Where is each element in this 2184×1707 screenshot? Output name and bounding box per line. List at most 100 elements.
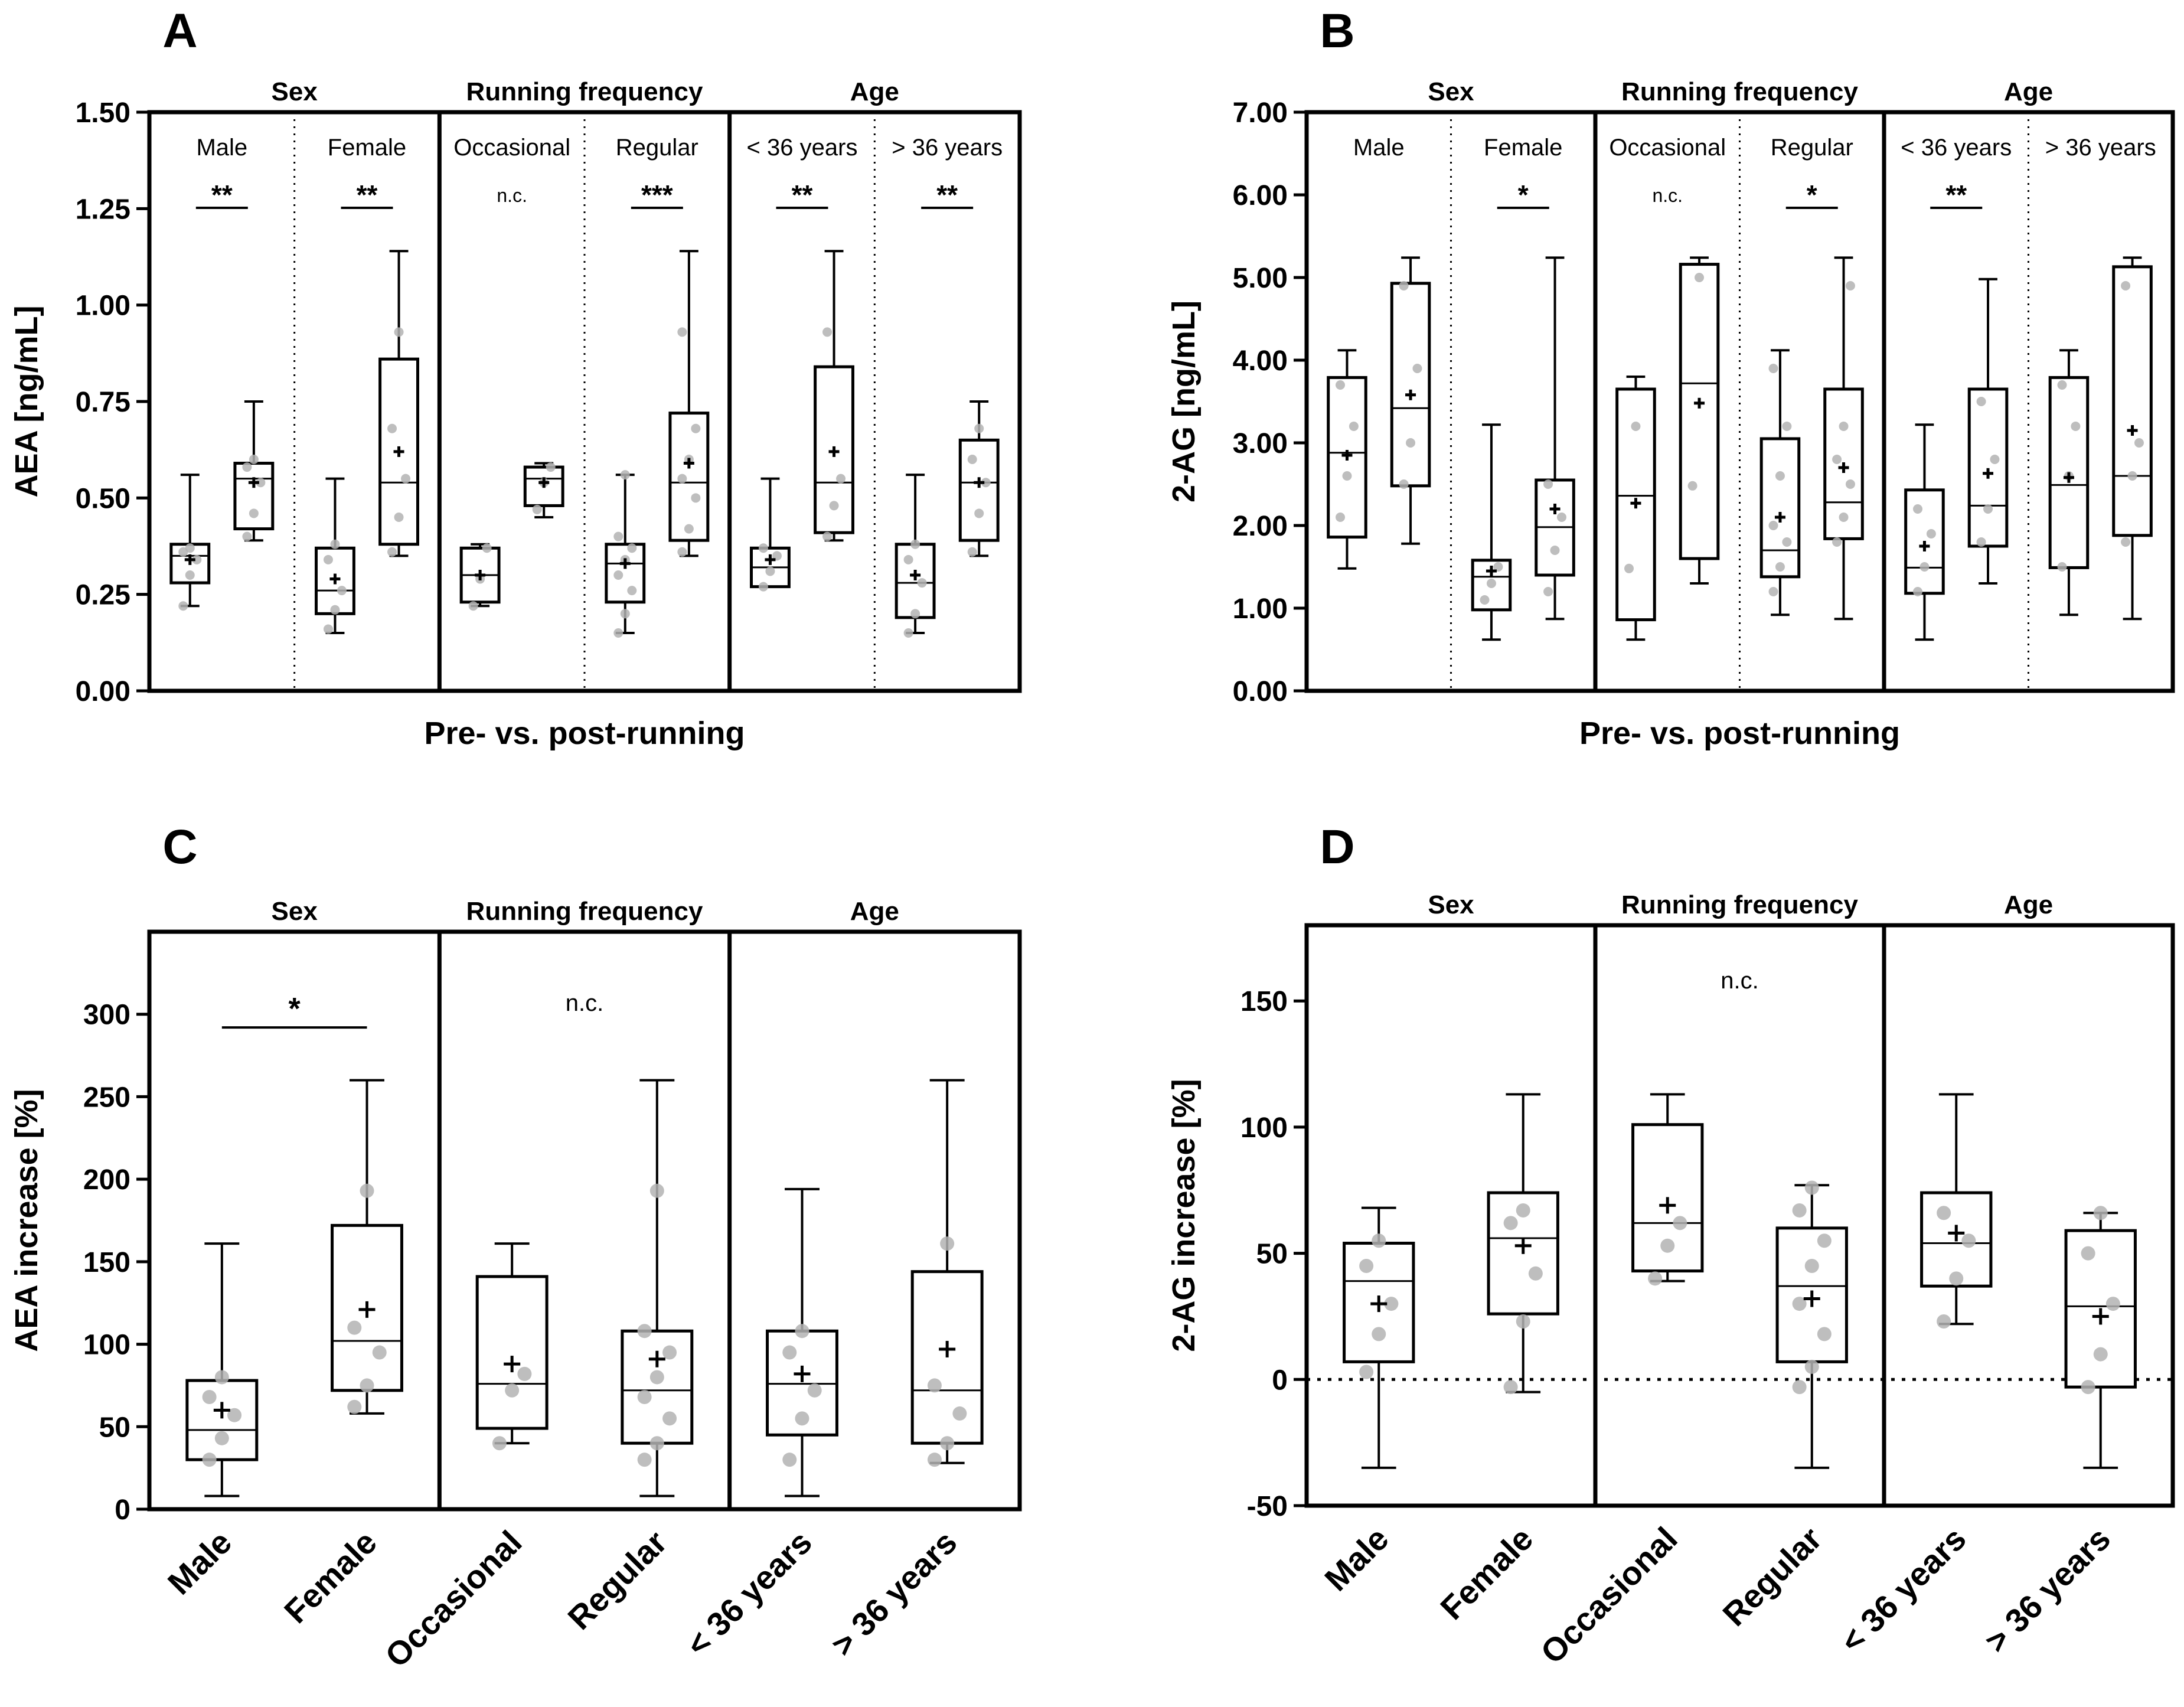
y-tick-label: 300 [83,1000,130,1031]
box-plot [1775,1180,1848,1469]
data-point [227,1408,242,1422]
group-title: Running frequency [466,77,703,106]
data-point [1792,1203,1807,1218]
data-point [620,609,630,619]
data-point [974,423,984,433]
data-point [662,1345,677,1360]
box [668,412,710,542]
y-tick-label: 200 [83,1164,130,1196]
data-point [256,478,266,488]
box-plot [814,250,854,542]
data-point [347,1399,362,1414]
data-point [202,1453,217,1467]
data-point [1359,1258,1374,1273]
y-axis-label: AEA [ng/mL] [9,306,44,498]
data-point [401,474,411,484]
box-plot [766,1187,838,1497]
y-tick-label: 0.00 [1233,676,1288,707]
data-point [782,1345,797,1360]
data-point [903,628,913,638]
box [1759,437,1801,579]
data-point [677,547,687,557]
box-plot [1904,423,1945,641]
data-point [394,327,404,337]
data-point [1926,529,1936,538]
box-plot [1343,1206,1415,1469]
data-point [192,554,202,564]
data-point [795,1411,809,1426]
y-tick-label: 1.00 [76,291,130,322]
plot-frame [147,929,1022,1512]
y-tick-label: 4.00 [1233,345,1288,377]
box-plot [895,474,936,638]
significance-label: n.c. [1652,185,1683,206]
data-point [1937,1206,1951,1220]
data-point [214,1370,229,1385]
data-point [782,1453,797,1467]
y-tick-label: 6.00 [1233,180,1288,211]
group-title: Sex [1428,77,1474,106]
category-label: Male [1317,1520,1396,1598]
category-label: > 36 years [1977,1520,2117,1660]
data-point [1336,380,1346,390]
data-point [214,1431,229,1445]
data-point [482,543,492,553]
data-point [1493,562,1503,572]
box-plot [315,477,355,634]
data-point [2093,1347,2108,1362]
data-point [765,566,775,576]
category-label: Regular [1771,135,1853,161]
box-plot [1327,349,1367,570]
category-label: < 36 years [747,135,858,161]
data-point [795,1324,809,1339]
y-tick-label: 150 [1240,986,1288,1017]
category-label: Male [196,135,247,161]
data-point [662,1411,677,1426]
data-point [1372,1233,1386,1248]
data-point [1648,1271,1663,1286]
y-axis-label: 2-AG [ng/mL] [1166,301,1202,502]
data-point [1839,513,1849,522]
data-point [1543,479,1553,489]
data-point [185,543,195,553]
data-point [981,478,991,488]
data-point [758,543,768,553]
box-plot [1390,256,1431,545]
category-label: Occasional [378,1523,529,1675]
data-point [910,539,920,549]
box-plot [1967,278,2009,585]
data-point [940,1236,955,1251]
data-point [1412,364,1422,373]
significance-label: * [1807,179,1817,210]
data-point [822,327,833,337]
group-title: Running frequency [1621,890,1858,919]
data-point [387,547,397,557]
panel-letter: B [1320,4,1354,58]
category-label: Occasional [453,135,570,161]
data-point [952,1406,967,1421]
data-point [1768,364,1778,373]
category-label: > 36 years [892,135,1003,161]
plot-frame [1304,923,2175,1508]
significance-label: ** [211,179,233,210]
box-plot [2048,349,2090,616]
data-point [927,1453,942,1467]
group-title: Sex [1428,890,1474,919]
y-tick-label: 0.75 [76,387,130,418]
data-point [1839,422,1849,431]
significance-label: *** [641,179,673,210]
box-plot [475,1242,549,1451]
data-point [249,508,259,518]
significance-label: * [289,992,301,1026]
data-point [620,470,630,480]
data-point [360,1183,374,1198]
data-point [1768,521,1778,530]
data-point [2121,281,2131,291]
category-label: Female [328,135,406,161]
group-title: Running frequency [466,897,703,926]
group-title: Age [2004,77,2053,106]
box-plot [958,400,1000,557]
data-point [836,474,846,484]
data-point [330,605,340,615]
y-tick-label: 0.00 [76,676,130,707]
